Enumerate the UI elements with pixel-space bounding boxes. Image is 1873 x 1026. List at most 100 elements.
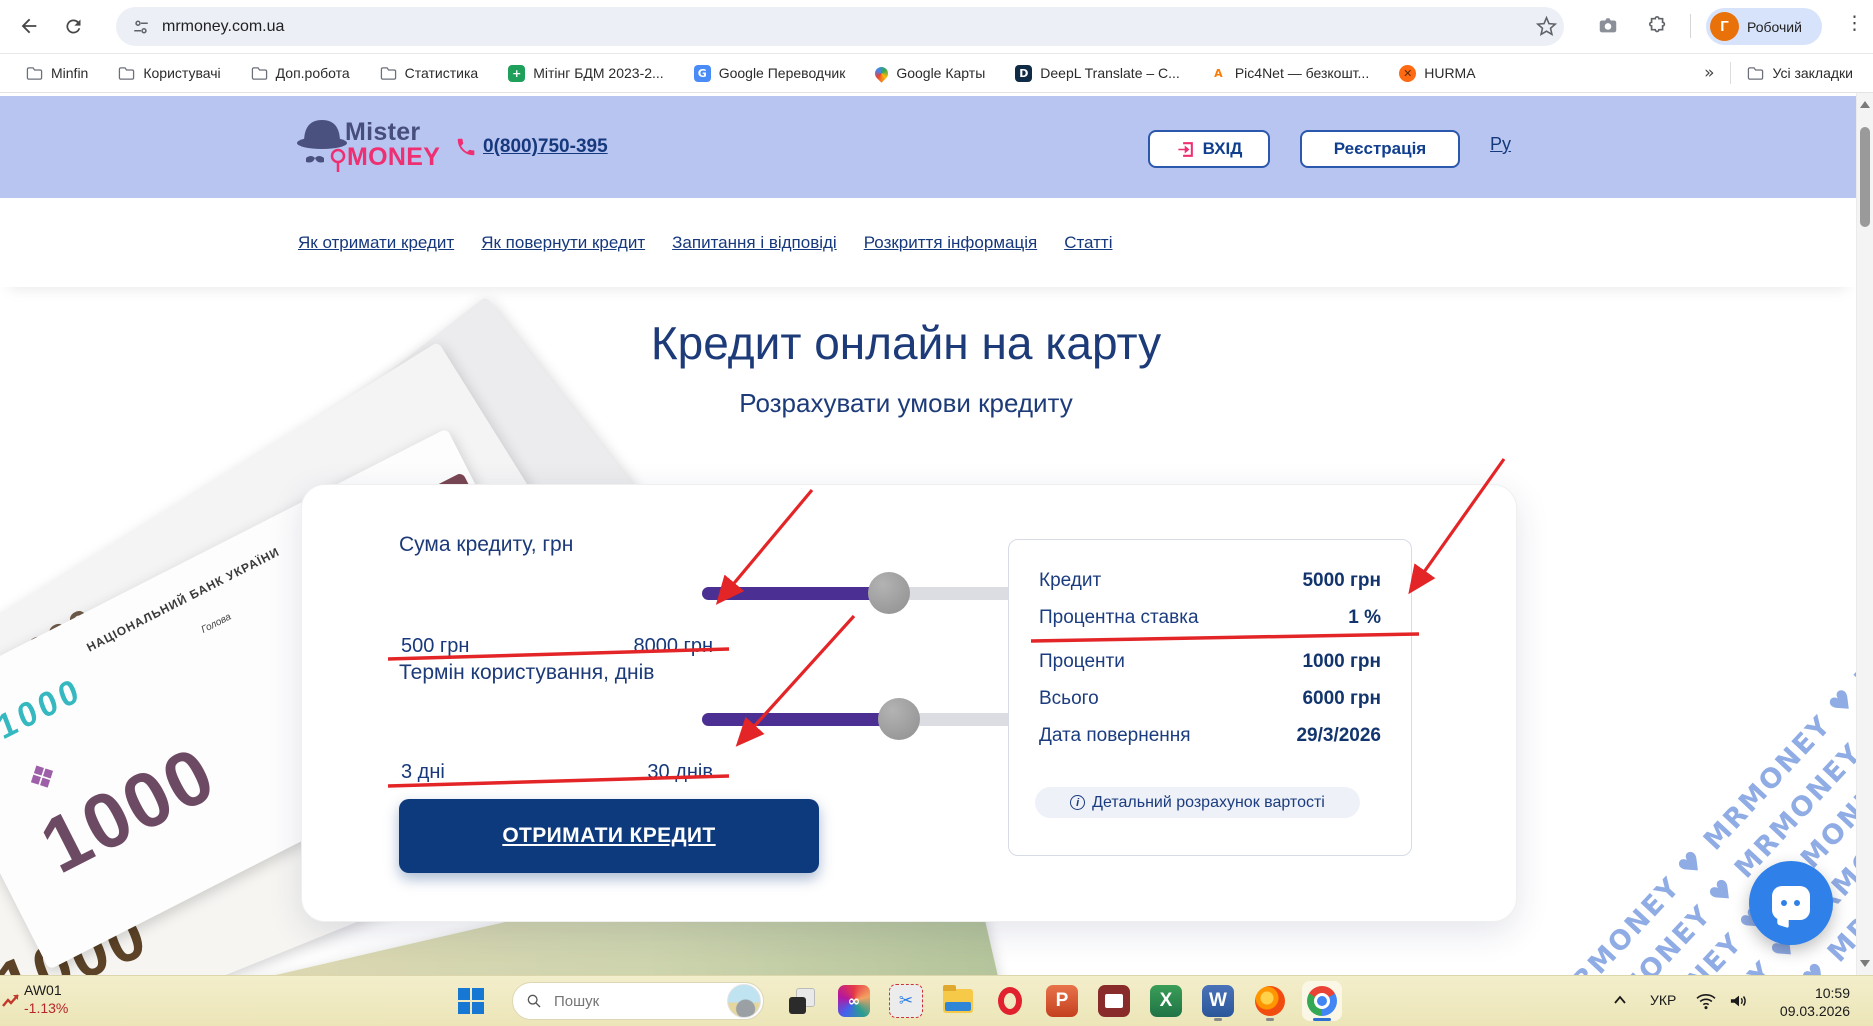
- nav-how-to-get-loan[interactable]: Як отримати кредит: [298, 232, 455, 252]
- amount-slider-thumb[interactable]: [868, 572, 910, 614]
- language-switch-ru[interactable]: Ру: [1490, 134, 1512, 154]
- deepl-icon: D: [1015, 64, 1033, 82]
- excel-icon[interactable]: X: [1146, 981, 1186, 1021]
- keyboard-language[interactable]: УКР: [1650, 992, 1677, 1008]
- bookmark-google-maps[interactable]: Google Карты: [872, 63, 985, 83]
- summary-row-credit: Кредит 5000 грн: [1039, 570, 1381, 591]
- page-subtitle: Розрахувати умови кредиту: [739, 388, 1073, 418]
- bookmark-minfin[interactable]: Minfin: [26, 65, 88, 81]
- url-text[interactable]: mrmoney.com.ua: [162, 17, 285, 35]
- site-info-icon[interactable]: [132, 18, 150, 36]
- phone-number[interactable]: 0(800)750-395: [483, 136, 608, 157]
- windows-start-button[interactable]: [458, 988, 484, 1014]
- detailed-calculation-label: Детальний розрахунок вартості: [1092, 793, 1325, 811]
- browser-reload-button[interactable]: [60, 13, 86, 39]
- extensions-puzzle-icon[interactable]: [1645, 13, 1671, 39]
- nav-disclosure[interactable]: Розкриття інформація: [863, 232, 1038, 252]
- amount-max-label: 8000 грн: [633, 635, 713, 657]
- word-icon[interactable]: W: [1198, 981, 1238, 1021]
- screen-capture-icon[interactable]: [1595, 13, 1621, 39]
- picture-manager-icon[interactable]: [1094, 981, 1134, 1021]
- term-label: Термін користування, днів: [399, 661, 655, 684]
- bookmark-google-translate[interactable]: G Google Переводчик: [693, 64, 845, 82]
- amount-min-label: 500 грн: [401, 635, 470, 657]
- detailed-calculation-button[interactable]: i Детальний розрахунок вартості: [1035, 787, 1360, 818]
- tray-date: 09.03.2026: [1779, 1003, 1850, 1020]
- snipping-tool-icon[interactable]: ✂: [886, 981, 926, 1021]
- register-button[interactable]: Реєстрація: [1300, 130, 1460, 168]
- google-translate-icon: G: [693, 64, 711, 82]
- chat-widget-button[interactable]: [1749, 861, 1833, 945]
- amount-slider[interactable]: [702, 572, 1014, 614]
- firefox-icon[interactable]: [1250, 981, 1290, 1021]
- term-slider[interactable]: [702, 698, 1014, 740]
- avatar: Г: [1710, 12, 1739, 41]
- address-bar[interactable]: mrmoney.com.ua: [116, 7, 1564, 46]
- bookmark-users[interactable]: Користувачі: [118, 65, 221, 81]
- register-label: Реєстрація: [1333, 139, 1427, 158]
- page-title: Кредит онлайн на карту: [650, 317, 1162, 369]
- loan-calculator-card: Сума кредиту, грн 500 грн 8000 грн Термі…: [301, 484, 1517, 922]
- term-slider-thumb[interactable]: [878, 698, 920, 740]
- browser-toolbar: mrmoney.com.ua Г Робочий ⋮: [0, 0, 1873, 54]
- maps-pin-icon: [872, 63, 892, 83]
- scrollbar-thumb[interactable]: [1860, 127, 1870, 227]
- scroll-down-arrow[interactable]: [1860, 960, 1870, 967]
- profile-name: Робочий: [1747, 18, 1802, 35]
- bookmark-meeting[interactable]: + Мітінг БДМ 2023-2...: [508, 64, 664, 82]
- chrome-icon-active[interactable]: [1302, 981, 1342, 1021]
- logo-text-money[interactable]: MONEY: [347, 143, 441, 171]
- adobe-cc-icon[interactable]: ∞: [834, 981, 874, 1021]
- page-scrollbar[interactable]: [1856, 93, 1873, 975]
- loan-summary-panel: Кредит 5000 грн Процентна ставка 1 % Про…: [1008, 539, 1412, 856]
- summary-row-return-date: Дата повернення 29/3/2026: [1039, 725, 1381, 746]
- folder-icon: [119, 66, 135, 80]
- browser-menu-icon[interactable]: ⋮: [1845, 12, 1864, 34]
- chat-bubble-icon: [1772, 886, 1810, 920]
- opera-icon[interactable]: [990, 981, 1030, 1021]
- tray-chevron-icon[interactable]: [1612, 993, 1628, 1007]
- browser-back-button[interactable]: [16, 13, 42, 39]
- toolbar-divider: [1690, 14, 1691, 38]
- bookmark-extra-work[interactable]: Доп.робота: [251, 65, 350, 81]
- taskbar-app-icons: ∞ ✂ P X W: [782, 981, 1342, 1021]
- file-explorer-icon[interactable]: [938, 981, 978, 1021]
- tray-time: 10:59: [1814, 985, 1850, 1001]
- phone-link[interactable]: 0(800)750-395: [455, 136, 608, 158]
- bookmark-star-icon[interactable]: [1533, 13, 1559, 39]
- amount-label: Сума кредиту, грн: [399, 533, 574, 556]
- term-max-label: 30 днів: [647, 761, 713, 783]
- bookmarks-overflow-chevron[interactable]: »: [1704, 63, 1715, 83]
- search-input[interactable]: [552, 991, 696, 1011]
- nav-faq[interactable]: Запитання і відповіді: [672, 232, 837, 252]
- bookmark-deepl[interactable]: D DeepL Translate – C...: [1015, 64, 1180, 82]
- wifi-icon[interactable]: [1695, 992, 1717, 1010]
- bookmark-pic4net[interactable]: A Pic4Net — безкошт...: [1209, 64, 1369, 82]
- task-view-icon[interactable]: [782, 981, 822, 1021]
- scroll-up-arrow[interactable]: [1860, 101, 1870, 108]
- get-loan-button[interactable]: ОТРИМАТИ КРЕДИТ: [399, 799, 819, 873]
- bookmark-statistics[interactable]: Статистика: [380, 65, 478, 81]
- nav-how-to-repay-loan[interactable]: Як повернути кредит: [481, 232, 646, 252]
- nav-articles[interactable]: Статті: [1064, 232, 1113, 252]
- logo-text-mister[interactable]: Mister: [345, 118, 421, 146]
- folder-icon: [380, 66, 396, 80]
- profile-chip[interactable]: Г Робочий: [1706, 8, 1822, 45]
- summary-row-rate: Процентна ставка 1 %: [1039, 607, 1381, 628]
- all-bookmarks-button[interactable]: Усі закладки: [1747, 65, 1853, 81]
- folder-icon: [1748, 66, 1764, 80]
- site-header: [0, 96, 1856, 198]
- weather-widget-image[interactable]: [727, 984, 761, 1018]
- windows-taskbar: AW01 -1.13% ∞ ✂: [0, 975, 1873, 1026]
- bookmark-hurma[interactable]: ✕ HURMA: [1399, 64, 1476, 82]
- term-min-label: 3 дні: [401, 761, 445, 783]
- stock-widget[interactable]: AW01 -1.13%: [24, 981, 68, 1017]
- clock[interactable]: 10:59 09.03.2026: [1780, 984, 1850, 1020]
- taskbar-search[interactable]: [512, 982, 764, 1020]
- bookmarks-bar: Minfin Користувачі Доп.робота Статистика…: [0, 54, 1873, 93]
- volume-icon[interactable]: [1728, 992, 1750, 1010]
- ticker-symbol: AW01: [24, 982, 62, 998]
- powerpoint-icon[interactable]: P: [1042, 981, 1082, 1021]
- login-button[interactable]: ВХІД: [1148, 130, 1270, 168]
